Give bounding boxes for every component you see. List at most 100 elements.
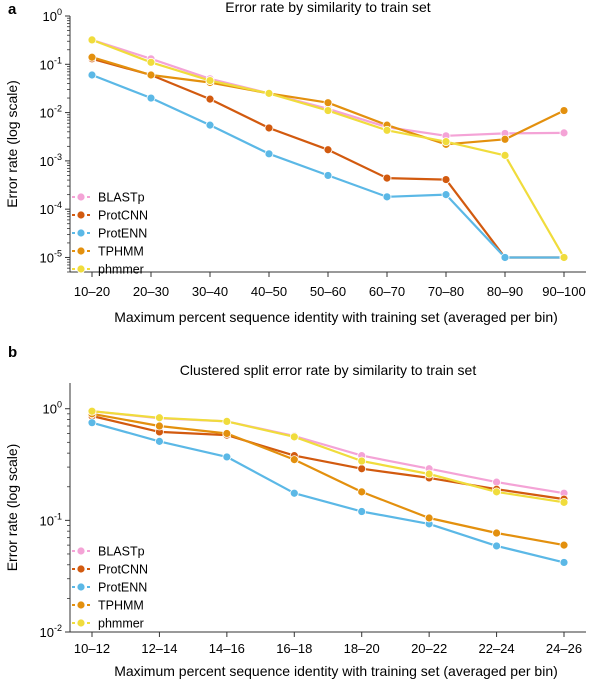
data-point: [205, 94, 215, 104]
series-phmmer: [87, 406, 569, 507]
data-point: [289, 432, 299, 442]
series-line: [91, 57, 564, 259]
legend-label: phmmer: [98, 617, 144, 631]
legend: BLASTp ProtCNN ProtENN TPHMM phmmer: [72, 545, 148, 631]
data-point: [222, 452, 232, 462]
series-line: [91, 412, 565, 547]
legend-swatch-marker: [76, 192, 86, 202]
legend-swatch-marker: [76, 618, 86, 628]
data-point: [559, 253, 569, 262]
data-point: [559, 540, 569, 550]
x-tick-label: 24–26: [546, 641, 582, 656]
legend-label: BLASTp: [98, 545, 145, 559]
data-point: [492, 528, 501, 538]
legend: BLASTp ProtCNN ProtENN TPHMM phmmer: [72, 191, 148, 277]
chart-title: Clustered split error rate by similarity…: [180, 362, 477, 378]
x-tick-label: 40–50: [251, 284, 287, 299]
legend-label: ProtENN: [98, 581, 147, 595]
data-point: [205, 76, 215, 85]
legend-label: ProtENN: [98, 227, 147, 241]
data-point: [424, 469, 434, 479]
y-tick-label: 10-1: [40, 511, 62, 528]
series-line: [91, 410, 565, 504]
data-point: [146, 57, 156, 67]
data-point: [264, 88, 274, 98]
panel-a-chart: Error rate by similarity to train set 100…: [4, 0, 586, 325]
legend-label: ProtCNN: [98, 563, 148, 577]
series-line: [91, 421, 565, 564]
x-tick-label: 14–16: [209, 641, 245, 656]
y-tick-label: 10-1: [40, 55, 62, 72]
data-point: [382, 173, 392, 183]
y-tick-label: 10-5: [40, 248, 62, 265]
data-point: [382, 125, 392, 135]
data-point: [559, 128, 569, 138]
series-blastp: [87, 35, 569, 141]
data-point: [222, 429, 232, 438]
legend-swatch-marker: [76, 546, 86, 556]
data-point: [87, 70, 97, 80]
x-tick-label: 90–100: [542, 284, 585, 299]
x-axis-label: Maximum percent sequence identity with t…: [114, 309, 558, 325]
y-tick-label: 10-2: [40, 623, 62, 640]
legend-swatch-marker: [76, 564, 86, 574]
x-tick-label: 80–90: [487, 284, 523, 299]
data-point: [264, 149, 274, 159]
panel-a-letter: a: [8, 1, 17, 18]
data-point: [500, 253, 510, 262]
y-axis-label: Error rate (log scale): [4, 80, 20, 208]
legend-swatch-marker: [76, 246, 86, 256]
legend-label: ProtCNN: [98, 209, 148, 223]
x-tick-label: 20–22: [411, 641, 447, 656]
data-point: [155, 413, 164, 423]
data-point: [87, 406, 97, 416]
x-tick-label: 18–20: [344, 641, 380, 656]
data-point: [357, 464, 367, 474]
data-point: [155, 436, 164, 446]
data-point: [323, 106, 333, 115]
legend-label: TPHMM: [98, 245, 144, 259]
data-point: [500, 134, 510, 144]
y-axis-label: Error rate (log scale): [4, 444, 20, 572]
data-point: [155, 421, 164, 431]
y-tick-label: 10-4: [40, 200, 62, 217]
data-point: [441, 175, 451, 184]
x-tick-label: 50–60: [310, 284, 346, 299]
data-point: [357, 456, 367, 466]
data-point: [382, 192, 392, 202]
data-point: [289, 455, 299, 465]
series-tphmm: [87, 409, 569, 550]
legend-label: phmmer: [98, 263, 144, 277]
data-point: [87, 418, 97, 428]
data-point: [500, 150, 510, 160]
y-tick-label: 100: [43, 7, 62, 24]
series-protcnn: [87, 54, 569, 262]
data-point: [559, 558, 569, 567]
panel-b-letter: b: [8, 344, 17, 361]
data-point: [87, 52, 97, 62]
legend-swatch-marker: [76, 264, 86, 274]
series-line: [91, 414, 565, 501]
x-tick-label: 20–30: [133, 284, 169, 299]
y-tick-label: 100: [43, 400, 62, 417]
chart-title: Error rate by similarity to train set: [225, 0, 430, 15]
data-point: [357, 487, 367, 497]
data-point: [357, 507, 367, 516]
y-tick-label: 10-3: [40, 152, 62, 169]
x-tick-label: 60–70: [369, 284, 405, 299]
data-point: [441, 190, 451, 200]
data-point: [264, 123, 274, 133]
legend-swatch-marker: [76, 210, 86, 220]
data-point: [87, 35, 97, 45]
data-point: [146, 93, 156, 103]
data-point: [559, 106, 569, 115]
x-tick-label: 12–14: [141, 641, 177, 656]
legend-swatch-marker: [76, 228, 86, 238]
x-tick-label: 16–18: [276, 641, 312, 656]
x-tick-label: 10–20: [74, 284, 110, 299]
panel-b-chart: Clustered split error rate by similarity…: [4, 362, 586, 679]
legend-label: TPHMM: [98, 599, 144, 613]
y-tick-label: 10-2: [40, 104, 62, 121]
data-point: [323, 171, 333, 180]
